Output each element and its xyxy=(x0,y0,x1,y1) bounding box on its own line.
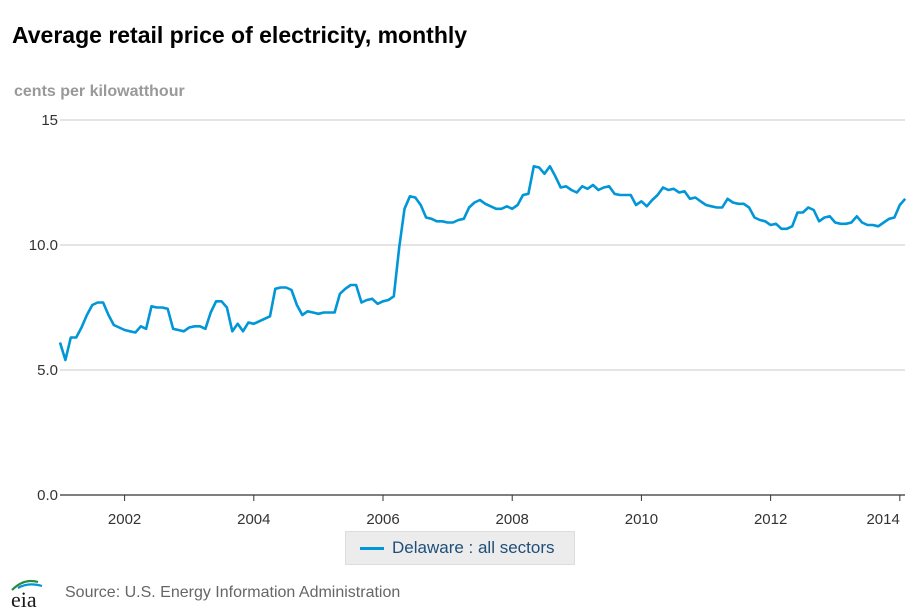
svg-text:eia: eia xyxy=(11,587,37,610)
y-axis-units-label: cents per kilowatthour xyxy=(14,83,185,100)
chart-title: Average retail price of electricity, mon… xyxy=(12,22,468,48)
y-tick-label: 15 xyxy=(41,112,58,129)
x-tick-label: 2008 xyxy=(496,511,529,528)
legend[interactable]: Delaware : all sectors xyxy=(345,531,575,565)
x-tick-label: 2004 xyxy=(237,511,270,528)
y-tick-label: 10.0 xyxy=(29,237,58,254)
x-tick-label: 2010 xyxy=(625,511,658,528)
y-tick-label: 0.0 xyxy=(37,487,58,504)
legend-label: Delaware : all sectors xyxy=(392,538,555,557)
x-tick-label: 2014 xyxy=(866,511,899,528)
gridlines xyxy=(60,119,905,496)
y-tick-labels: 0.0 5.0 10.0 15 xyxy=(29,112,58,504)
series-line[interactable] xyxy=(58,165,907,362)
x-tick-labels: 2002 2004 2006 2008 2010 2012 2014 xyxy=(108,495,901,528)
y-tick-label: 5.0 xyxy=(37,362,58,379)
series-group xyxy=(58,165,907,362)
footer: eia Source: U.S. Energy Information Admi… xyxy=(0,572,920,613)
x-tick-label: 2006 xyxy=(366,511,399,528)
source-text: Source: U.S. Energy Information Administ… xyxy=(65,584,401,601)
eia-logo-icon: eia xyxy=(11,579,43,610)
legend-swatch xyxy=(360,546,384,550)
x-tick-label: 2012 xyxy=(754,511,787,528)
line-chart: 0.0 5.0 10.0 15 2002 2004 2006 2008 2010 2012 201… xyxy=(29,112,907,528)
x-tick-label: 2002 xyxy=(108,511,141,528)
